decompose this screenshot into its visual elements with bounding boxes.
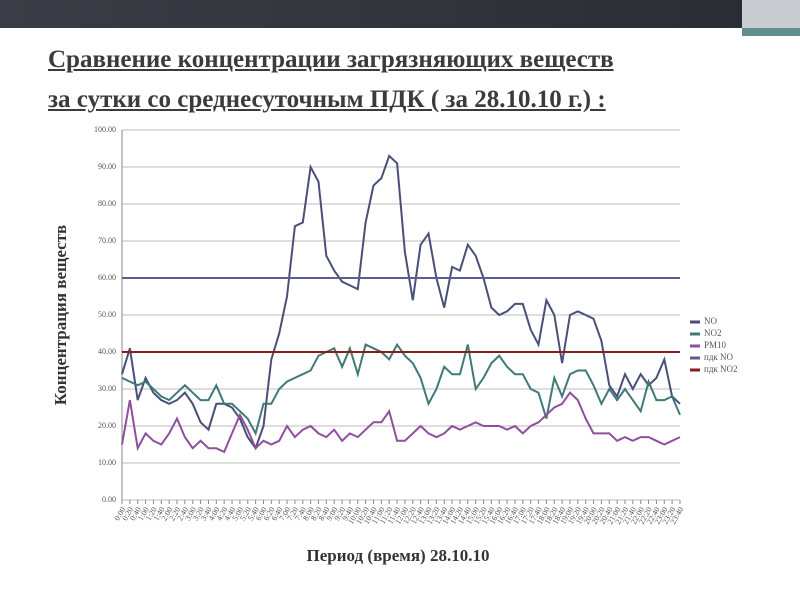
legend-label: NO (704, 316, 717, 326)
y-tick-label: 0.00 (102, 495, 116, 504)
y-tick-label: 20.00 (98, 421, 116, 430)
series-line (121, 342, 681, 437)
y-tick-label: 60.00 (98, 273, 116, 282)
legend-label: PM10 (704, 340, 727, 350)
title-line: за сутки со среднесуточным ПДК ( за 28.1… (48, 86, 606, 113)
y-tick-label: 90.00 (98, 162, 116, 171)
y-tick-label: 30.00 (98, 384, 116, 393)
top-accent-strip (742, 28, 800, 36)
slide-title: Сравнение концентрации загрязняющих веще… (48, 40, 788, 120)
y-axis-label: Концентрация веществ (51, 225, 70, 405)
legend-label: пдк NO2 (704, 364, 738, 374)
y-tick-label: 40.00 (98, 347, 116, 356)
title-line: Сравнение концентрации загрязняющих веще… (48, 46, 614, 73)
y-tick-label: 70.00 (98, 236, 116, 245)
series-line (121, 154, 681, 451)
legend-label: пдк NO (704, 352, 734, 362)
y-tick-label: 100.00 (94, 125, 116, 134)
series-line (121, 391, 681, 454)
y-tick-label: 80.00 (98, 199, 116, 208)
top-accent (742, 0, 800, 28)
x-axis-label: Период (время) 28.10.10 (307, 546, 490, 565)
legend-label: NO2 (704, 328, 722, 338)
y-tick-label: 50.00 (98, 310, 116, 319)
top-bar (0, 0, 800, 28)
y-tick-label: 10.00 (98, 458, 116, 467)
